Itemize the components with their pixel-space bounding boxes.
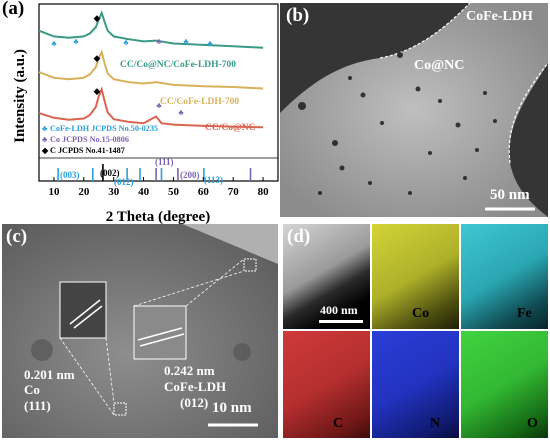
panel-d: 400 nm (d) Co Fe C N O <box>283 224 548 438</box>
legend-text-co: Co JCPDS No.15-0806 <box>50 135 129 144</box>
x-tick-label: 60 <box>198 186 210 198</box>
y-axis-label: Intensity (a.u.) <box>12 49 28 143</box>
scale-label-d: 400 nm <box>320 303 358 317</box>
eds-map-co: Co <box>372 224 459 329</box>
scale-label-b: 50 nm <box>490 187 530 203</box>
inset-right <box>133 305 187 360</box>
marker-ldh-2: ♣ <box>73 37 79 46</box>
eds-map-n: N <box>372 331 459 438</box>
dspacing-co: 0.201 nm <box>24 367 75 382</box>
hrtem-image-c <box>2 224 278 438</box>
eds-sem-image: 400 nm (d) <box>283 224 370 329</box>
marker-co-1: ♣ <box>156 37 162 46</box>
xrd-chart: 10 20 30 40 50 60 70 80 ◆ ♣ ♣ ♣ ♣ ♣ ♣ ◆ ◆ ♣ ♣ C… <box>12 3 279 225</box>
xrd-reference-lines <box>57 164 252 181</box>
x-tick-label: 10 <box>48 186 60 198</box>
panel-b: (b) CoFe-LDH Co@NC 50 nm <box>280 3 548 217</box>
marker-ldh-3: ♣ <box>123 38 129 47</box>
eds-map-c: C <box>283 331 370 438</box>
label-co-nc: Co@NC <box>414 58 465 73</box>
dspacing-ldh-phase: CoFe-LDH <box>164 379 227 394</box>
x-tick-label: 30 <box>108 186 120 198</box>
reflection-003: (003) <box>60 170 80 180</box>
x-tick-label: 70 <box>228 186 240 198</box>
legend-marker-co: ♣ <box>42 135 48 144</box>
xrd-legend: ♣ CoFe-LDH JCPDS No.50-0235 ♣ Co JCPDS N… <box>41 124 158 155</box>
marker-co-3: ♣ <box>178 108 184 117</box>
marker-co-2: ♣ <box>156 101 162 110</box>
x-tick-label: 40 <box>138 186 150 198</box>
legend-text-c: C JCPDS No.41-1487 <box>50 146 125 155</box>
dspacing-co-phase: Co <box>24 382 40 397</box>
eds-map-o: O <box>461 331 548 438</box>
x-axis-label: 2 Theta (degree) <box>106 209 210 224</box>
curve-label-1: CC/Co@NC/CoFe-LDH-700 <box>120 60 236 70</box>
dspacing-ldh-plane: (012) <box>180 395 209 410</box>
reflection-113: (113) <box>204 175 223 185</box>
panel-c: (c) 0.201 nm Co (111) 0.242 nm CoFe-LDH … <box>2 224 278 438</box>
xrd-x-ticks: 10 20 30 40 50 60 70 80 <box>48 177 269 198</box>
marker-carbon-top: ◆ <box>94 13 101 23</box>
xrd-curves <box>38 10 264 129</box>
eds-label-co: Co <box>412 306 430 321</box>
eds-map-fe: Fe <box>461 224 548 329</box>
xrd-series-3 <box>38 86 264 129</box>
panel-c-tag: (c) <box>6 226 28 247</box>
xrd-series-2 <box>38 49 264 90</box>
eds-label-n: N <box>430 416 441 431</box>
panel-b-tag: (b) <box>286 5 310 26</box>
legend-marker-ldh: ♣ <box>42 124 48 133</box>
xrd-plot-frame <box>38 3 279 182</box>
xrd-reflection-labels: (003) (002) (012) (111) (200) (113) <box>60 157 223 187</box>
x-tick-label: 80 <box>258 186 270 198</box>
eds-label-o: O <box>527 416 538 431</box>
panel-a: 10 20 30 40 50 60 70 80 ◆ ♣ ♣ ♣ ♣ ♣ ♣ ◆ ◆ ♣ ♣ C… <box>0 0 280 225</box>
xrd-series-1 <box>38 10 264 49</box>
marker-ldh-4: ♣ <box>183 37 189 46</box>
reflection-012: (012) <box>114 177 134 187</box>
scale-bar-d <box>319 320 363 323</box>
reflection-111: (111) <box>155 157 174 167</box>
xrd-peak-markers: ◆ ♣ ♣ ♣ ♣ ♣ ♣ ◆ ◆ ♣ ♣ <box>51 13 213 117</box>
panel-a-tag: (a) <box>2 0 25 19</box>
x-tick-label: 20 <box>78 186 90 198</box>
legend-marker-c: ◆ <box>41 146 49 155</box>
marker-ldh-1: ♣ <box>51 39 57 48</box>
legend-text-ldh: CoFe-LDH JCPDS No.50-0235 <box>50 124 158 133</box>
marker-carbon-mid: ◆ <box>94 53 101 63</box>
reflection-200: (200) <box>180 170 200 180</box>
panel-d-tag: (d) <box>287 226 311 247</box>
label-cofe-ldh-b: CoFe-LDH <box>466 9 533 24</box>
scale-label-c: 10 nm <box>212 400 252 416</box>
inset-left <box>59 281 107 339</box>
reflection-002: (002) <box>100 168 120 178</box>
curve-label-3: CC/Co@NC <box>205 123 256 133</box>
dspacing-co-plane: (111) <box>24 398 51 413</box>
tem-image-b <box>280 3 548 217</box>
eds-label-fe: Fe <box>517 306 532 321</box>
marker-carbon-low: ◆ <box>94 86 101 96</box>
x-tick-label: 50 <box>168 186 180 198</box>
eds-label-c: C <box>333 416 344 431</box>
marker-ldh-5: ♣ <box>207 39 213 48</box>
dspacing-ldh: 0.242 nm <box>164 363 215 378</box>
curve-label-2: CC/CoFe-LDH-700 <box>160 97 239 107</box>
